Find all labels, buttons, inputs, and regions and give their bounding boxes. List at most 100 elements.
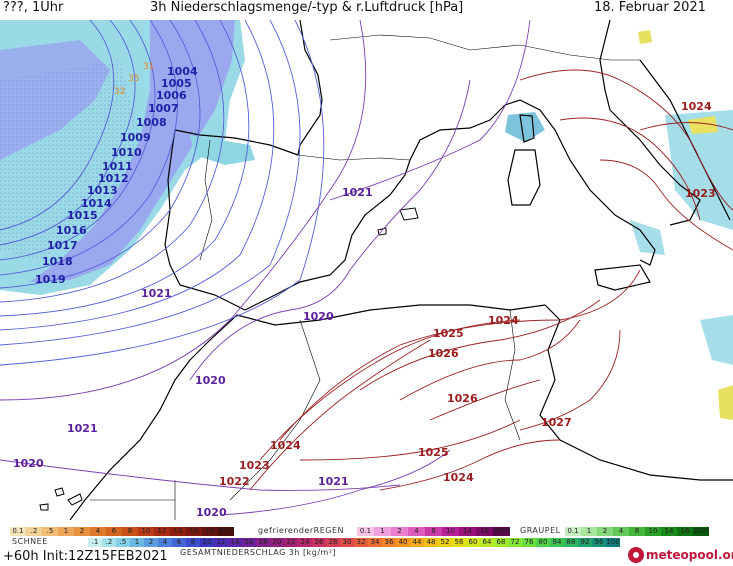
graupel-cell-1: 1 <box>581 527 597 536</box>
isobar-low-4 <box>0 20 225 303</box>
border-alps <box>469 44 640 61</box>
hail-area-east <box>718 385 733 420</box>
total-cell-28: 64 <box>480 538 494 547</box>
label-1024-a: 1024 <box>681 100 712 113</box>
coast-sardinia <box>507 149 541 206</box>
label-1021-a: 1021 <box>342 186 373 199</box>
total-cell-22: 40 <box>396 538 410 547</box>
label-1010: 1010 <box>111 146 142 159</box>
snow-top-cell-7: 8 <box>122 527 138 536</box>
label-1013: 1013 <box>87 184 118 197</box>
freezing-cell-5: 10 <box>442 527 459 536</box>
total-cell-20: 34 <box>368 538 382 547</box>
isobars-high <box>249 69 733 491</box>
snow-top-cell-6: 6 <box>106 527 122 536</box>
coast-corsica <box>519 114 535 143</box>
coast-adriatic <box>599 20 611 111</box>
freezing-cell-3: 4 <box>408 527 425 536</box>
valid-time-label: ???, 1Uhr <box>3 0 64 15</box>
freezing-cell-7: 16 <box>476 527 493 536</box>
border-spain-france <box>297 154 411 161</box>
total-cell-19: 32 <box>354 538 368 547</box>
total-cell-6: 6 <box>172 538 186 547</box>
label-1005: 1005 <box>161 77 192 90</box>
borders <box>90 34 640 520</box>
snow-top-cell-5: 4 <box>90 527 106 536</box>
graupel-cell-3: 4 <box>613 527 629 536</box>
total-cell-16: 26 <box>312 538 326 547</box>
graupel-cell-6: 14 <box>661 527 677 536</box>
header: ???, 1Uhr 3h Niederschlagsmenge/-typ & r… <box>0 0 733 20</box>
label-1026-b: 1026 <box>447 392 478 405</box>
meteopool-logo[interactable]: meteopool.org <box>628 546 733 564</box>
snow-top-cell-10: 14 <box>170 527 186 536</box>
total-cell-29: 68 <box>494 538 508 547</box>
total-cell-1: .2 <box>102 538 116 547</box>
isobar-low-6 <box>0 20 275 331</box>
freezing-cell-4: 8 <box>425 527 442 536</box>
isobar-low-7 <box>0 20 301 346</box>
coast-italy-east <box>609 109 701 226</box>
isobar-east-1 <box>519 69 733 211</box>
total-cell-34: 88 <box>564 538 578 547</box>
logo-icon <box>628 547 644 563</box>
isobar-low-2 <box>0 20 178 276</box>
isobar-labels: 1004 1005 1006 1007 1008 1009 1010 1011 … <box>13 62 716 519</box>
isobar-low-10 <box>0 20 325 366</box>
label-1025-a: 1025 <box>433 327 464 340</box>
freezing-cell-8: 2025+ <box>493 527 510 536</box>
dotted-snow-overlay <box>0 60 140 260</box>
total-precip-label: GESAMTNIEDERSCHLAG 3h [kg/m²] <box>180 548 337 557</box>
freezing-cell-2: 2 <box>391 527 408 536</box>
total-precip-scale: .1.2.5 1 2 4 6 8 10 12 14 16 18 20 22 24 26 28 30 32 34 36 4… <box>88 538 620 547</box>
snow-label: SCHNEE <box>12 537 48 546</box>
total-cell-30: 72 <box>508 538 522 547</box>
label-1015: 1015 <box>67 209 98 222</box>
label-1021-b: 1021 <box>141 287 172 300</box>
border-france-north <box>329 34 471 51</box>
label-1007: 1007 <box>148 102 179 115</box>
coast-france-med <box>409 104 506 161</box>
coast-italy-west <box>504 99 656 266</box>
label-32: 32 <box>114 87 125 97</box>
total-cell-15: 24 <box>298 538 312 547</box>
isobar-1025 <box>359 299 601 391</box>
label-1016: 1016 <box>56 224 87 237</box>
total-cell-5: 4 <box>158 538 172 547</box>
label-1006: 1006 <box>156 89 187 102</box>
total-cell-35: 92 <box>578 538 592 547</box>
total-cell-21: 36 <box>382 538 396 547</box>
label-1023-b: 1023 <box>239 459 270 472</box>
rain-area-east <box>700 315 733 365</box>
isobar-1022 <box>249 339 431 491</box>
isobar-1026 <box>399 319 581 401</box>
label-1022: 1022 <box>219 475 250 488</box>
label-1024-d: 1024 <box>270 439 301 452</box>
snow-top-cell-9: 12 <box>154 527 170 536</box>
snow-top-cell-8: 10 <box>138 527 154 536</box>
isobar-1027 <box>519 329 621 431</box>
hail-area-alps <box>638 30 652 44</box>
graupel-cell-8: 2025+ <box>693 527 709 536</box>
border-spain-portugal <box>199 139 213 261</box>
label-1024-b: 1024 <box>488 314 519 327</box>
isobar-east-2 <box>559 117 701 221</box>
isobar-low-9 <box>0 20 115 231</box>
weather-map: 1004 1005 1006 1007 1008 1009 1010 1011 … <box>0 20 733 520</box>
isobar-1024-a <box>279 269 641 441</box>
total-cell-32: 80 <box>536 538 550 547</box>
label-1008: 1008 <box>136 116 167 129</box>
isobar-low-8 <box>0 20 136 246</box>
isobar-low-5 <box>0 20 250 317</box>
total-cell-3: 1 <box>130 538 144 547</box>
isobar-1024-east <box>639 122 733 131</box>
snow-top-cell-1: .2 <box>26 527 42 536</box>
isobar-low-1 <box>0 20 156 261</box>
label-1026-a: 1026 <box>428 347 459 360</box>
snow-top-cell-4: 2 <box>74 527 90 536</box>
freezing-cell-0: 0.1 <box>357 527 374 536</box>
graupel-cell-5: 10 <box>645 527 661 536</box>
coast-sicily <box>594 264 651 291</box>
